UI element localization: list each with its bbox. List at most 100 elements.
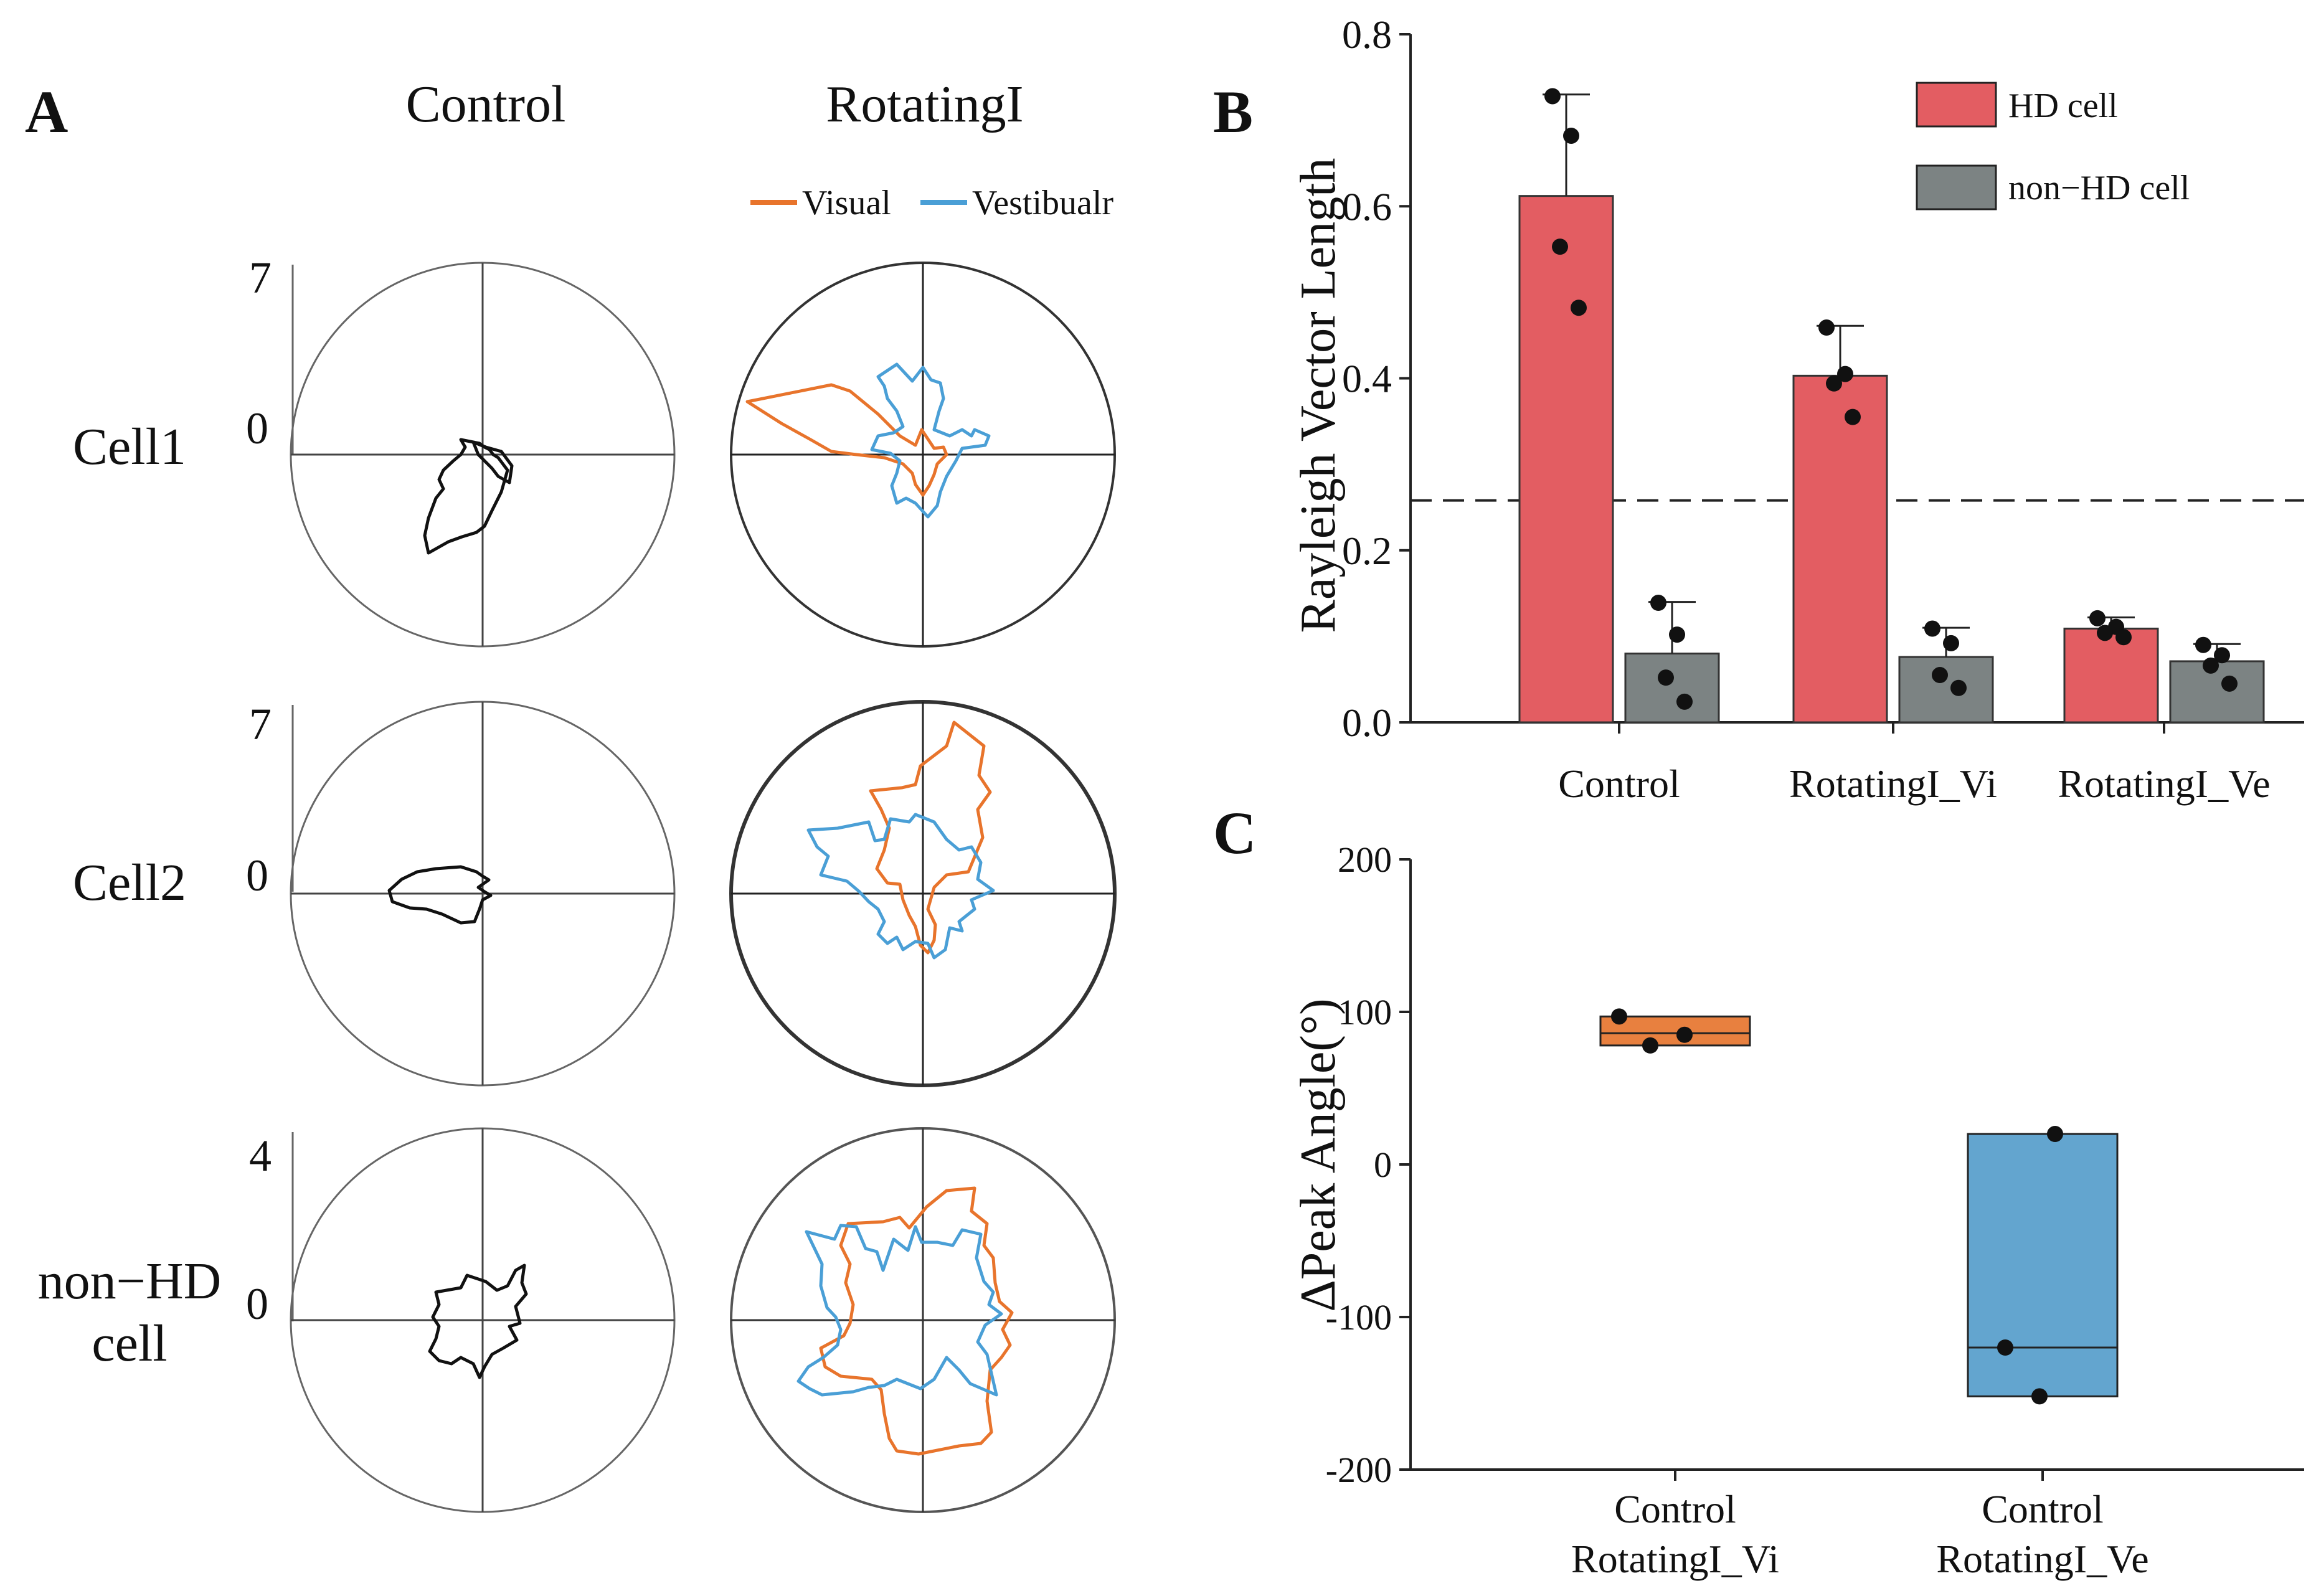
polar-row2-control [290,701,676,1087]
b-data-point [1924,620,1940,637]
scale-min-row2: 0 [246,851,268,900]
scale-min-row1: 0 [246,404,268,453]
b-data-point [2221,675,2238,692]
b-y-axis: 0.0 0.2 0.4 0.6 0.8 [1342,12,2304,745]
c-category-line2: RotatingI_Ve [1936,1537,2148,1581]
column-title-control: Control [406,75,566,133]
legend-swatch-hd [1916,82,1997,128]
polar-row3-rotating [730,1127,1116,1513]
b-y-tick-label: 0.6 [1342,184,1392,229]
c-category-line1: Control [1614,1487,1736,1531]
panel-a-letter: A [25,78,68,145]
trace-vestibular-row2 [806,813,995,960]
legend-swatch-nonhd [1916,164,1997,210]
scale-max-row2: 7 [249,699,272,749]
b-category-label: RotatingI_Vi [1789,762,1997,806]
b-data-point [1818,319,1835,336]
b-bar [1624,653,1720,724]
c-y-tick-label: 200 [1338,839,1392,880]
panel-b: B Rayleigh Vector Length 0.0 0.2 0.4 0.6 0.8… [1213,12,2304,806]
polar-legend: Visual Vestibualr [750,184,1113,222]
c-y-axis: 200 100 0 -100 -200 [1326,839,2304,1490]
panel-c-letter: C [1213,800,1256,866]
b-bar [2063,627,2159,724]
b-data-point [1544,88,1561,105]
scale-min-row3: 0 [246,1279,268,1329]
c-category-line1: Control [1982,1487,2104,1531]
c-y-tick-label: 100 [1338,992,1392,1032]
b-bars [1411,88,2304,724]
trace-control-row1-tip [471,440,514,484]
b-data-point [2203,657,2219,674]
b-bar [1792,374,1888,724]
trace-control-row1 [423,438,509,555]
row-label-cell2: Cell2 [73,854,186,912]
legend-label-nonhd: non−HD cell [2008,169,2190,207]
b-data-point [2089,610,2106,626]
c-data-point [2031,1388,2048,1405]
legend-label-hd: HD cell [2008,87,2118,125]
b-data-point [1845,408,1861,425]
b-data-point [1943,635,1959,651]
b-data-point [1552,238,1568,255]
row-label-cell1: Cell1 [73,418,186,476]
c-x-axis: Control RotatingI_Vi Control RotatingI_Ve [1571,1470,2149,1581]
b-bar [1518,195,1614,724]
b-data-point [1669,626,1685,643]
column-title-rotating: RotatingI [826,75,1023,133]
c-y-tick-label: -200 [1326,1450,1392,1490]
b-data-point [1826,375,1842,392]
b-bar [2169,660,2265,724]
b-data-point [2195,636,2211,653]
panel-c: C ΔPeak Angle(°) 200 100 0 -100 -200 Control… [1213,800,2304,1581]
b-data-point [1932,667,1948,684]
c-y-tick-label: -100 [1326,1297,1392,1338]
b-y-tick-label: 0.0 [1342,701,1392,745]
polar-row3-control [290,1127,676,1513]
b-legend: HD cell non−HD cell [1916,82,2190,210]
b-data-point [2214,647,2230,664]
polar-row2-rotating [729,700,1117,1087]
c-data-point [1997,1339,2013,1356]
b-x-axis: Control RotatingI_Vi RotatingI_Ve [1558,722,2271,806]
b-y-tick-label: 0.2 [1342,529,1392,573]
legend-label-visual: Visual [802,184,891,222]
b-data-point [1571,300,1587,316]
trace-vestibular-row3 [796,1224,1003,1397]
b-data-point [2115,629,2132,646]
b-bar [1898,656,1994,724]
b-ylabel: Rayleigh Vector Length [1291,158,1346,633]
b-y-tick-label: 0.4 [1342,357,1392,401]
row-label-nonhd-line1: non−HD [38,1252,222,1310]
b-y-tick-label: 0.8 [1342,12,1392,57]
b-data-point [2097,625,2113,641]
c-data-point [2047,1126,2063,1142]
trace-visual-row1 [745,383,948,497]
polar-row1-rotating [730,262,1116,648]
trace-visual-row3 [819,1186,1014,1456]
b-data-point [1650,595,1666,611]
b-category-label: RotatingI_Ve [2058,762,2270,806]
trace-visual-row2 [869,720,992,955]
trace-control-row3 [428,1263,528,1379]
b-data-point [1658,669,1674,686]
c-data-point [1676,1026,1693,1043]
panel-b-letter: B [1213,78,1253,145]
c-box [1967,1133,2119,1397]
b-category-label: Control [1558,762,1680,806]
scale-max-row1: 7 [249,253,272,303]
c-data-point [1642,1037,1658,1054]
trace-vestibular-row1 [870,362,991,519]
panel-a: A Control RotatingI Visual Vestibualr Ce… [25,75,1117,1513]
trace-control-row2 [387,865,493,925]
polar-row1-control [290,262,676,648]
c-boxes [1599,1008,2119,1405]
b-data-point [1676,693,1693,710]
b-data-point [1563,127,1579,144]
b-data-point [1837,366,1853,382]
b-data-point [1950,679,1967,696]
legend-label-vestibular: Vestibualr [972,184,1113,222]
c-category-line2: RotatingI_Vi [1571,1537,1779,1581]
c-ylabel: ΔPeak Angle(°) [1291,998,1346,1311]
